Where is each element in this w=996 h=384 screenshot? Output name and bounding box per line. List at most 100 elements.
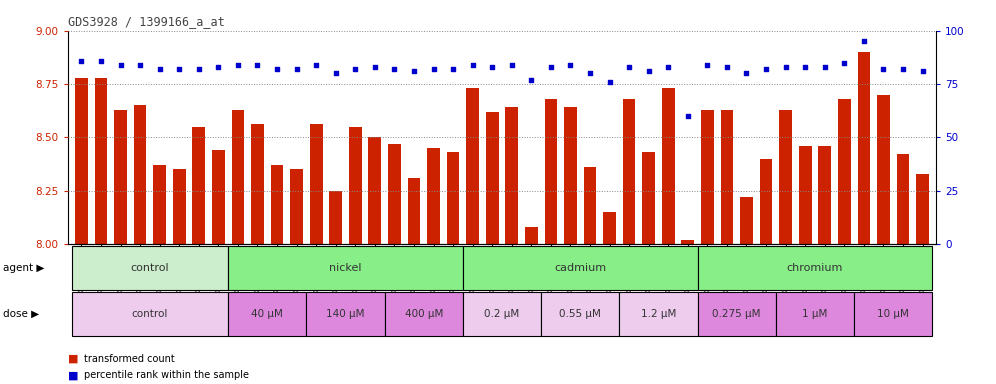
Point: [523, 77, 539, 83]
Point: [719, 64, 735, 70]
Bar: [799, 146, 812, 244]
Bar: [349, 127, 362, 244]
Bar: [115, 109, 126, 244]
Bar: [858, 52, 871, 244]
Point: [93, 58, 109, 64]
Point: [582, 70, 598, 76]
Point: [191, 66, 207, 72]
Text: transformed count: transformed count: [84, 354, 174, 364]
Bar: [447, 152, 459, 244]
Bar: [896, 154, 909, 244]
FancyBboxPatch shape: [72, 246, 228, 290]
Bar: [720, 109, 733, 244]
Bar: [330, 190, 342, 244]
Bar: [877, 95, 889, 244]
Bar: [251, 124, 264, 244]
Bar: [466, 88, 479, 244]
Point: [289, 66, 305, 72]
Point: [797, 64, 813, 70]
FancyBboxPatch shape: [463, 246, 697, 290]
Bar: [407, 178, 420, 244]
Point: [348, 66, 364, 72]
Text: agent ▶: agent ▶: [3, 263, 45, 273]
Text: 0.275 μM: 0.275 μM: [712, 309, 761, 319]
Point: [132, 62, 148, 68]
Point: [622, 64, 637, 70]
Bar: [75, 78, 88, 244]
Text: ■: ■: [68, 354, 79, 364]
Bar: [622, 99, 635, 244]
Bar: [310, 124, 323, 244]
FancyBboxPatch shape: [620, 292, 697, 336]
Bar: [192, 127, 205, 244]
FancyBboxPatch shape: [228, 292, 307, 336]
Bar: [545, 99, 557, 244]
Bar: [486, 112, 499, 244]
Bar: [642, 152, 655, 244]
Bar: [95, 78, 108, 244]
Point: [465, 62, 481, 68]
Bar: [916, 174, 929, 244]
Bar: [133, 105, 146, 244]
Point: [738, 70, 754, 76]
Bar: [779, 109, 792, 244]
Point: [817, 64, 833, 70]
Point: [171, 66, 187, 72]
Point: [386, 66, 402, 72]
Bar: [505, 108, 518, 244]
FancyBboxPatch shape: [697, 292, 776, 336]
Text: percentile rank within the sample: percentile rank within the sample: [84, 370, 249, 380]
Text: cadmium: cadmium: [554, 263, 607, 273]
Text: nickel: nickel: [330, 263, 362, 273]
Text: ■: ■: [68, 370, 79, 380]
Bar: [525, 227, 538, 244]
Bar: [701, 109, 714, 244]
FancyBboxPatch shape: [307, 292, 384, 336]
Point: [425, 66, 441, 72]
FancyBboxPatch shape: [463, 292, 541, 336]
Bar: [740, 197, 753, 244]
Point: [856, 38, 872, 45]
FancyBboxPatch shape: [72, 292, 228, 336]
Point: [758, 66, 774, 72]
Bar: [819, 146, 831, 244]
Point: [151, 66, 167, 72]
Bar: [604, 212, 616, 244]
Bar: [564, 108, 577, 244]
Bar: [838, 99, 851, 244]
Point: [445, 66, 461, 72]
Bar: [681, 240, 694, 244]
Bar: [173, 169, 185, 244]
Point: [484, 64, 500, 70]
Point: [504, 62, 520, 68]
Point: [914, 68, 930, 74]
Point: [210, 64, 226, 70]
FancyBboxPatch shape: [855, 292, 932, 336]
Text: 1.2 μM: 1.2 μM: [640, 309, 676, 319]
Point: [367, 64, 382, 70]
Text: dose ▶: dose ▶: [3, 309, 39, 319]
Point: [230, 62, 246, 68]
Bar: [212, 150, 225, 244]
Bar: [271, 165, 284, 244]
Point: [640, 68, 656, 74]
Bar: [427, 148, 440, 244]
Bar: [760, 159, 773, 244]
Text: 400 μM: 400 μM: [404, 309, 443, 319]
Point: [778, 64, 794, 70]
Bar: [662, 88, 674, 244]
Point: [660, 64, 676, 70]
FancyBboxPatch shape: [541, 292, 620, 336]
Point: [875, 66, 891, 72]
Text: 0.2 μM: 0.2 μM: [484, 309, 520, 319]
Bar: [388, 144, 400, 244]
Text: 40 μM: 40 μM: [251, 309, 283, 319]
Text: 140 μM: 140 μM: [327, 309, 365, 319]
Point: [602, 79, 618, 85]
Text: control: control: [130, 263, 169, 273]
Bar: [290, 169, 303, 244]
Text: 0.55 μM: 0.55 μM: [560, 309, 602, 319]
Text: chromium: chromium: [787, 263, 844, 273]
FancyBboxPatch shape: [697, 246, 932, 290]
FancyBboxPatch shape: [776, 292, 855, 336]
